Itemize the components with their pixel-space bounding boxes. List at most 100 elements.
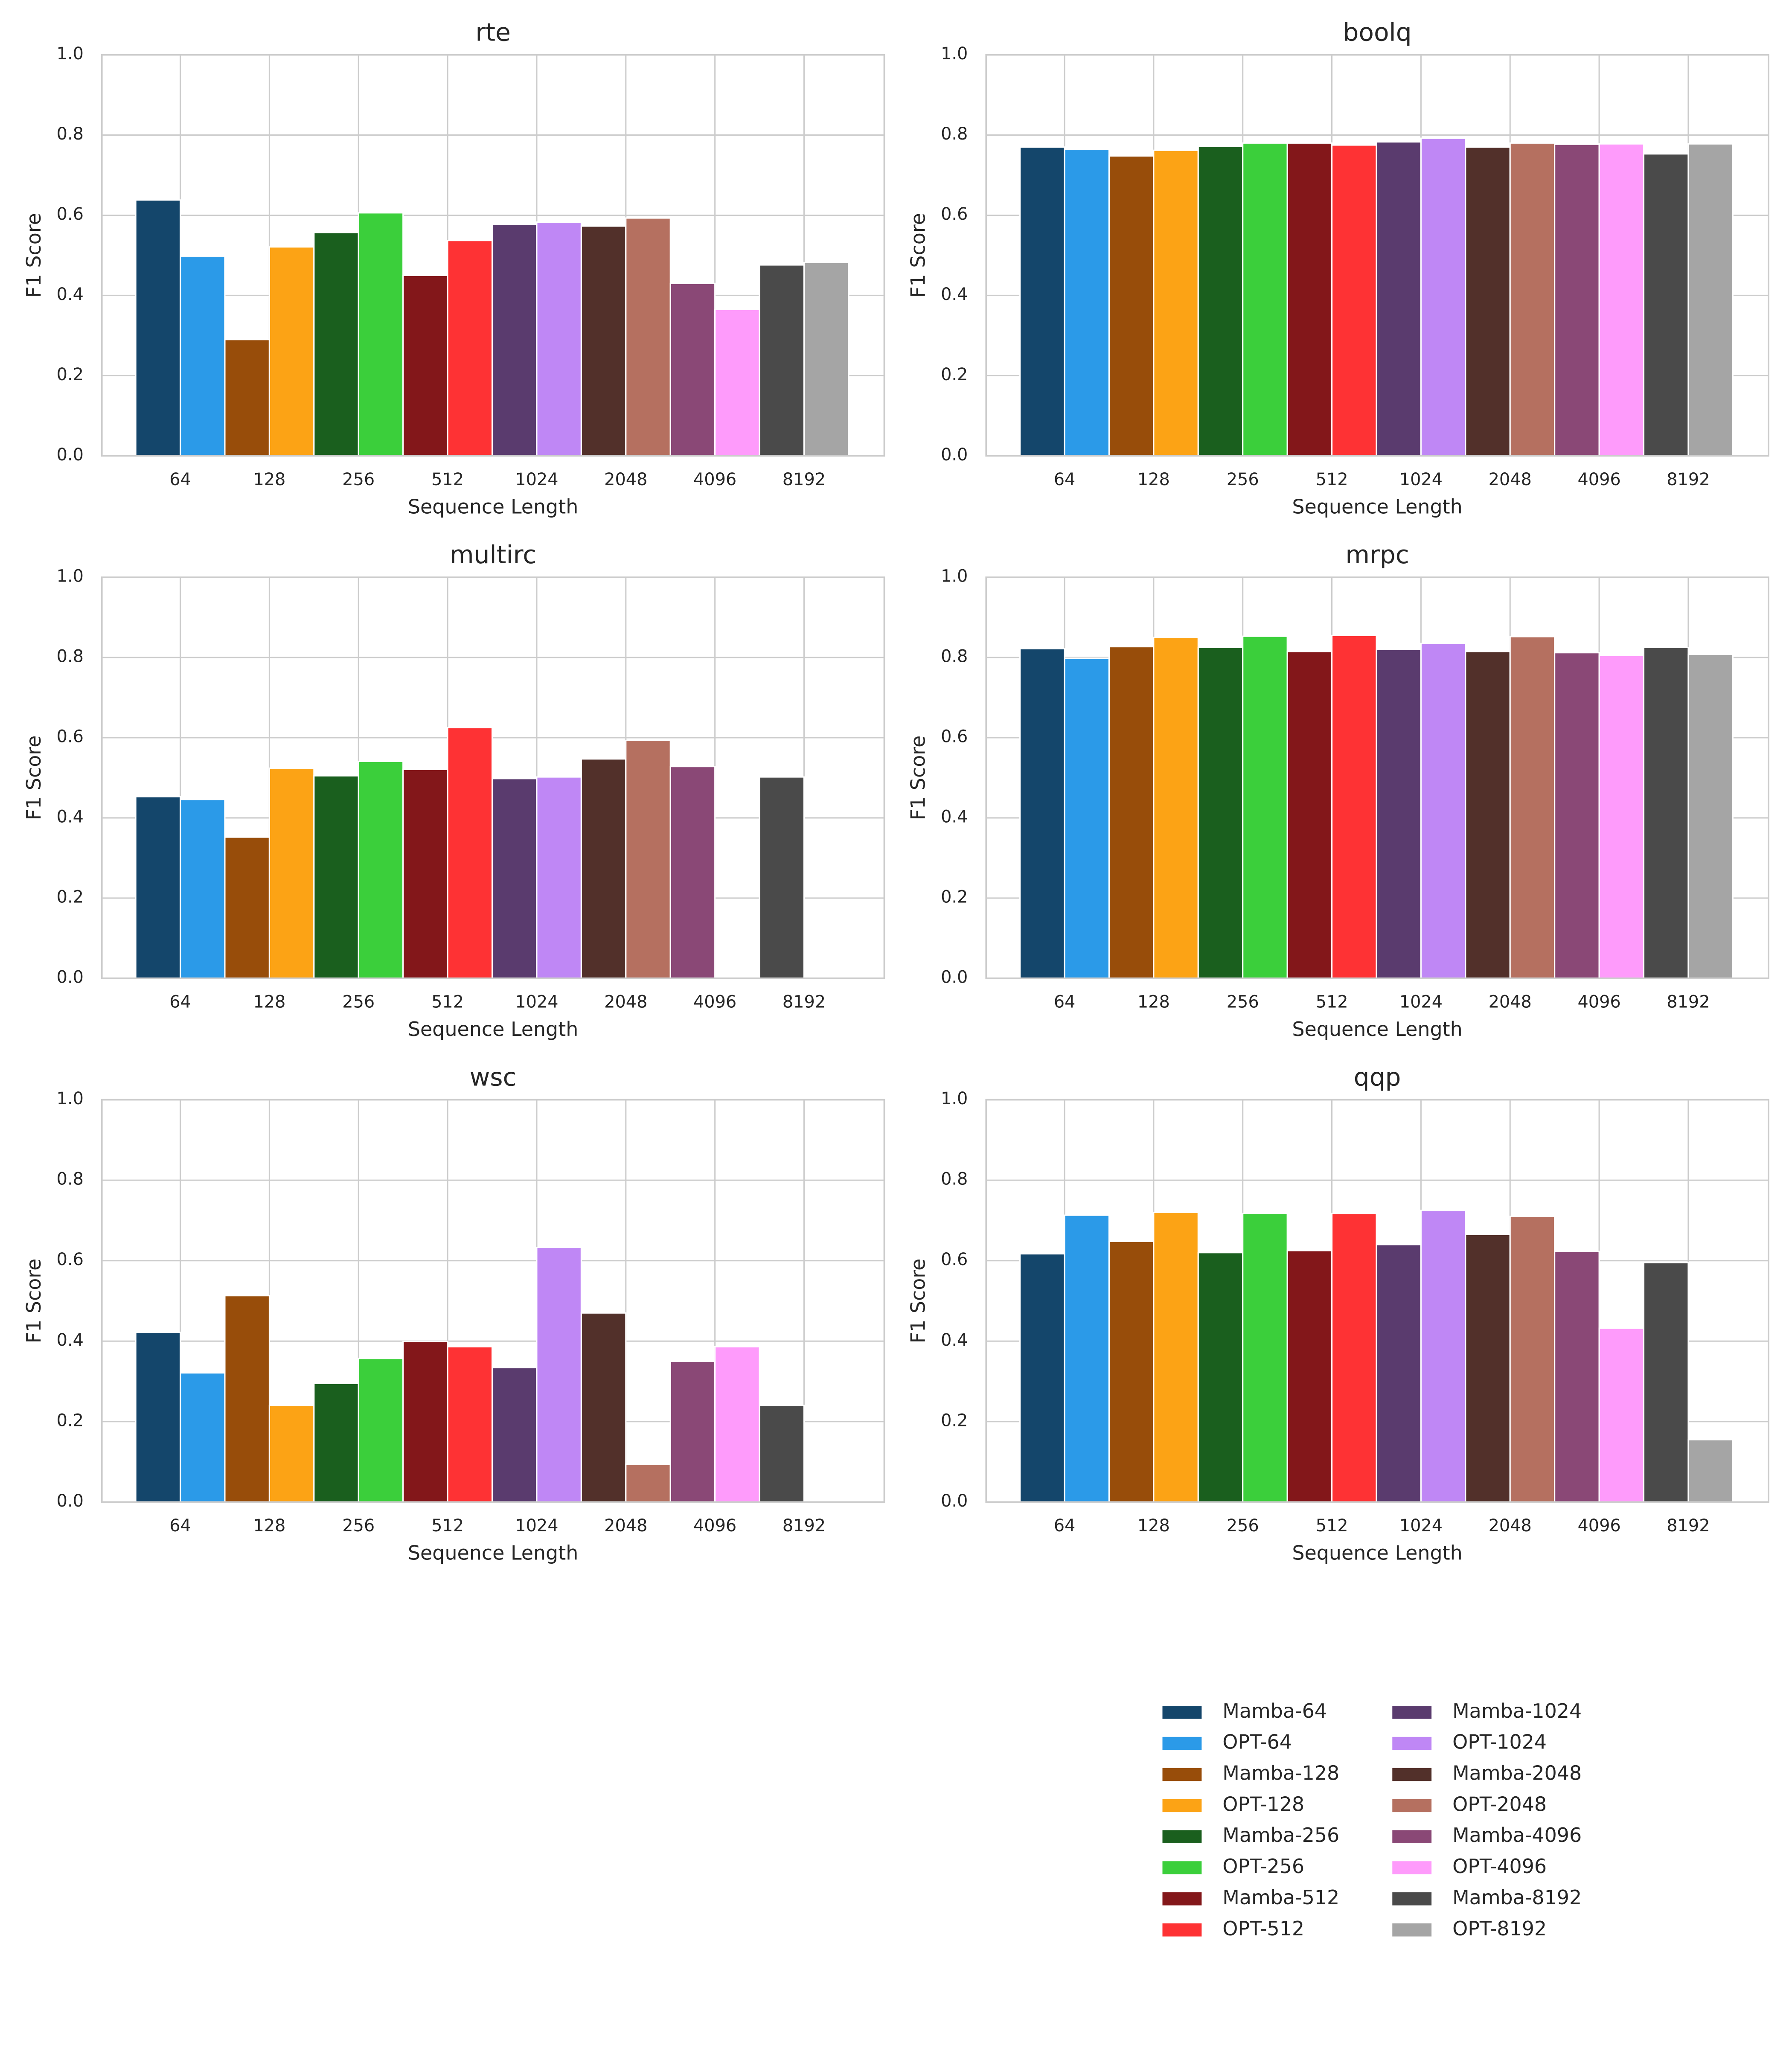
- bar: [313, 1382, 359, 1503]
- legend-label: Mamba-128: [1222, 1761, 1339, 1784]
- bar: [1465, 651, 1511, 979]
- bar: [1376, 1244, 1422, 1503]
- y-axis-label: F1 Score: [22, 736, 45, 820]
- legend-swatch: [1392, 1799, 1432, 1812]
- x-tick-label: 256: [342, 992, 375, 1012]
- legend-label: Mamba-64: [1222, 1699, 1327, 1722]
- x-axis-label: Sequence Length: [1292, 1541, 1462, 1564]
- bar: [313, 775, 359, 979]
- bar: [759, 776, 805, 979]
- bar: [224, 339, 270, 457]
- x-tick-label: 64: [1054, 1516, 1076, 1536]
- bar: [1019, 1253, 1065, 1503]
- x-tick-label: 4096: [693, 470, 736, 489]
- bar: [1064, 148, 1110, 457]
- y-tick-label: 0.0: [941, 1491, 968, 1511]
- bar: [402, 768, 448, 979]
- bar: [358, 212, 404, 457]
- x-tick-label: 64: [1054, 992, 1076, 1012]
- x-tick-label: 8192: [783, 470, 826, 489]
- legend-label: Mamba-2048: [1452, 1761, 1582, 1784]
- y-axis-label: F1 Score: [907, 736, 930, 820]
- bar: [1598, 143, 1645, 457]
- legend-swatch: [1392, 1861, 1432, 1874]
- x-axis-label: Sequence Length: [408, 1018, 578, 1041]
- x-tick-label: 1024: [515, 1516, 558, 1536]
- axes-frame: [101, 1099, 885, 1503]
- bar: [1554, 143, 1600, 457]
- y-tick-label: 0.2: [57, 887, 84, 907]
- x-tick-label: 256: [1227, 1516, 1259, 1536]
- subplot: 0.0 0.2 0.4 0.6 0.8 1.0 64 128 256 512 1024 2048 409…: [907, 18, 1769, 518]
- x-axis-label: Sequence Length: [1292, 495, 1462, 518]
- bar: [224, 1295, 270, 1503]
- y-tick-label: 0.0: [57, 1491, 84, 1511]
- x-tick-label: 8192: [783, 1516, 826, 1536]
- bar: [625, 1463, 671, 1503]
- y-tick-label: 0.6: [941, 204, 968, 224]
- bar: [1064, 657, 1110, 979]
- bar: [180, 255, 226, 457]
- y-tick-label: 0.8: [57, 647, 84, 666]
- bar: [1019, 648, 1065, 979]
- subplot-title: wsc: [470, 1063, 517, 1092]
- x-tick-label: 8192: [1667, 992, 1710, 1012]
- x-tick-label: 256: [342, 1516, 375, 1536]
- bar: [1376, 141, 1422, 457]
- bar: [1153, 1212, 1199, 1503]
- y-tick-label: 0.6: [941, 1250, 968, 1269]
- x-tick-label: 128: [1137, 1516, 1170, 1536]
- x-tick-label: 1024: [515, 470, 558, 489]
- bar: [580, 758, 627, 979]
- bar: [1376, 649, 1422, 979]
- y-tick-label: 1.0: [57, 44, 84, 64]
- x-tick-label: 4096: [693, 992, 736, 1012]
- x-tick-label: 128: [253, 992, 285, 1012]
- bar: [759, 1405, 805, 1503]
- y-tick-label: 0.6: [57, 204, 84, 224]
- subplot-title: qqp: [1354, 1063, 1401, 1092]
- y-tick-label: 0.2: [941, 887, 968, 907]
- legend-swatch: [1392, 1705, 1432, 1719]
- bar: [1598, 655, 1645, 979]
- legend-label: Mamba-256: [1222, 1824, 1339, 1847]
- bar: [1197, 1252, 1244, 1503]
- legend-label: OPT-2048: [1452, 1792, 1547, 1815]
- x-tick-label: 8192: [1667, 470, 1710, 489]
- bar: [268, 767, 315, 979]
- x-tick-label: 2048: [604, 992, 647, 1012]
- x-tick-label: 2048: [604, 1516, 647, 1536]
- bar: [1331, 634, 1377, 979]
- y-tick-label: 0.4: [57, 807, 84, 826]
- bar: [135, 796, 181, 979]
- bar: [1019, 146, 1065, 457]
- subplot: 0.0 0.2 0.4 0.6 0.8 1.0 64 128 256 512 1024 2048 409…: [907, 540, 1769, 1041]
- bar: [1643, 153, 1689, 457]
- x-tick-label: 512: [1316, 470, 1348, 489]
- bar: [1554, 652, 1600, 979]
- bar: [1064, 1214, 1110, 1503]
- bar: [536, 221, 582, 457]
- legend-label: Mamba-4096: [1452, 1824, 1582, 1847]
- bar: [1286, 651, 1333, 979]
- bar: [1687, 653, 1734, 979]
- y-tick-label: 0.8: [57, 124, 84, 144]
- bar: [1242, 142, 1288, 457]
- bar: [447, 240, 493, 457]
- bar: [1197, 145, 1244, 457]
- legend-label: OPT-1024: [1452, 1731, 1547, 1754]
- y-axis-label: F1 Score: [22, 213, 45, 298]
- y-tick-label: 0.8: [57, 1169, 84, 1189]
- y-tick-label: 0.6: [57, 1250, 84, 1269]
- subplot: 0.0 0.2 0.4 0.6 0.8 1.0 64 128 256 512 1024 2048 409…: [22, 540, 885, 1041]
- legend-swatch: [1162, 1923, 1202, 1937]
- bar: [268, 1405, 315, 1503]
- axes-frame: [985, 1099, 1769, 1503]
- bar: [1153, 149, 1199, 457]
- y-tick-label: 0.2: [941, 1411, 968, 1430]
- legend-swatch: [1392, 1892, 1432, 1905]
- subplot-title: rte: [475, 18, 511, 47]
- bar: [402, 1341, 448, 1503]
- bar: [135, 199, 181, 457]
- y-tick-label: 0.0: [941, 445, 968, 465]
